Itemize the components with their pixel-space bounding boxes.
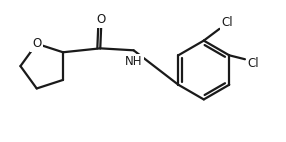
- Text: O: O: [32, 37, 41, 50]
- Text: Cl: Cl: [247, 57, 259, 70]
- Text: NH: NH: [125, 55, 142, 68]
- Text: Cl: Cl: [221, 16, 233, 29]
- Text: O: O: [97, 13, 106, 26]
